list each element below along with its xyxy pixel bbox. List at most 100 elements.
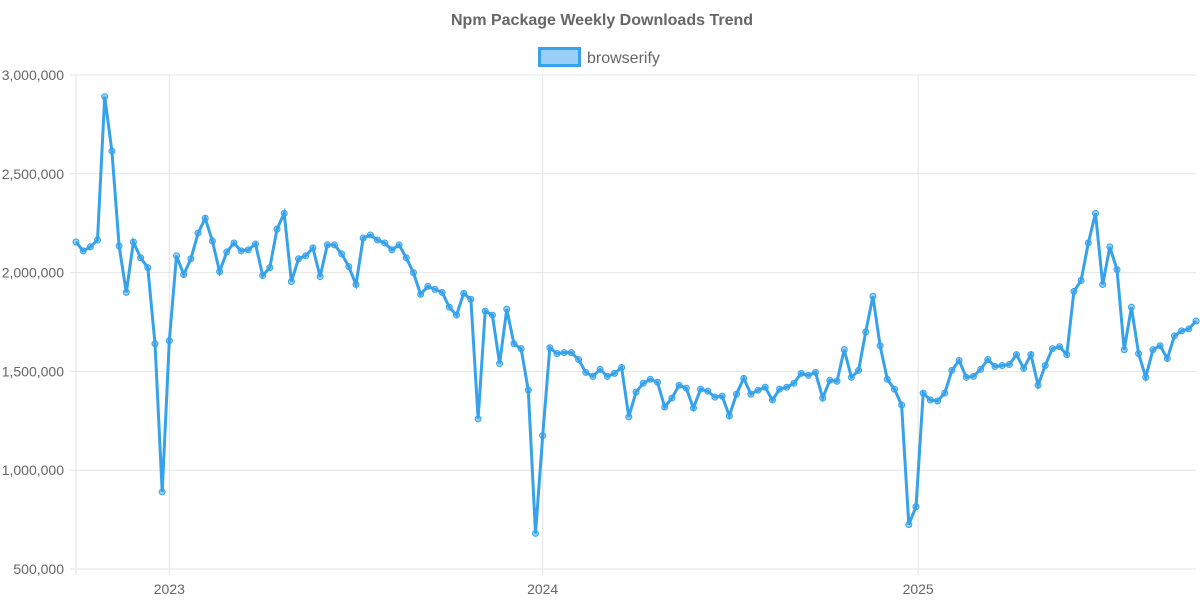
- data-point[interactable]: [1135, 350, 1143, 358]
- data-point[interactable]: [876, 342, 884, 350]
- data-point[interactable]: [230, 239, 238, 247]
- data-point[interactable]: [1084, 239, 1092, 247]
- data-point[interactable]: [654, 378, 662, 386]
- data-point[interactable]: [359, 234, 367, 242]
- data-point[interactable]: [424, 282, 432, 290]
- data-point[interactable]: [151, 340, 159, 348]
- data-point[interactable]: [1048, 345, 1056, 353]
- data-point[interactable]: [926, 396, 934, 404]
- data-point[interactable]: [711, 393, 719, 401]
- data-point[interactable]: [187, 255, 195, 263]
- data-point[interactable]: [804, 371, 812, 379]
- data-point[interactable]: [223, 248, 231, 256]
- data-point[interactable]: [704, 387, 712, 395]
- data-point[interactable]: [1063, 351, 1071, 359]
- data-point[interactable]: [984, 356, 992, 364]
- data-point[interactable]: [754, 386, 762, 394]
- data-point[interactable]: [761, 383, 769, 391]
- data-point[interactable]: [733, 390, 741, 398]
- legend[interactable]: browserify: [538, 47, 660, 68]
- data-point[interactable]: [747, 390, 755, 398]
- data-point[interactable]: [840, 346, 848, 354]
- data-point[interactable]: [962, 373, 970, 381]
- data-point[interactable]: [1142, 373, 1150, 381]
- data-point[interactable]: [144, 264, 152, 272]
- data-point[interactable]: [409, 269, 417, 277]
- data-point[interactable]: [998, 361, 1006, 369]
- data-point[interactable]: [302, 252, 310, 260]
- data-point[interactable]: [237, 247, 245, 255]
- data-point[interactable]: [108, 147, 116, 155]
- data-point[interactable]: [330, 241, 338, 249]
- data-point[interactable]: [173, 252, 181, 260]
- data-point[interactable]: [919, 389, 927, 397]
- data-point[interactable]: [790, 379, 798, 387]
- data-point[interactable]: [625, 413, 633, 421]
- data-point[interactable]: [323, 241, 331, 249]
- data-point[interactable]: [826, 376, 834, 384]
- data-point[interactable]: [682, 384, 690, 392]
- data-point[interactable]: [1149, 346, 1157, 354]
- data-point[interactable]: [1020, 364, 1028, 372]
- data-point[interactable]: [531, 529, 539, 537]
- data-point[interactable]: [546, 344, 554, 352]
- data-point[interactable]: [869, 292, 877, 300]
- data-point[interactable]: [862, 328, 870, 336]
- data-point[interactable]: [1178, 327, 1186, 335]
- data-point[interactable]: [977, 365, 985, 373]
- data-point[interactable]: [381, 239, 389, 247]
- data-point[interactable]: [1127, 303, 1135, 311]
- data-point[interactable]: [589, 372, 597, 380]
- data-point[interactable]: [567, 349, 575, 357]
- data-point[interactable]: [797, 369, 805, 377]
- data-point[interactable]: [158, 488, 166, 496]
- data-point[interactable]: [460, 289, 468, 297]
- data-point[interactable]: [1170, 332, 1178, 340]
- data-point[interactable]: [316, 273, 324, 281]
- data-point[interactable]: [1005, 360, 1013, 368]
- data-point[interactable]: [388, 246, 396, 254]
- data-point[interactable]: [697, 385, 705, 393]
- data-point[interactable]: [668, 394, 676, 402]
- data-point[interactable]: [811, 368, 819, 376]
- data-point[interactable]: [1091, 209, 1099, 217]
- data-point[interactable]: [86, 243, 94, 251]
- data-point[interactable]: [819, 394, 827, 402]
- data-point[interactable]: [582, 368, 590, 376]
- data-point[interactable]: [438, 288, 446, 296]
- data-point[interactable]: [1156, 342, 1164, 350]
- data-point[interactable]: [934, 397, 942, 405]
- data-point[interactable]: [898, 401, 906, 409]
- data-point[interactable]: [287, 277, 295, 285]
- data-point[interactable]: [783, 383, 791, 391]
- data-point[interactable]: [1034, 381, 1042, 389]
- data-point[interactable]: [510, 340, 518, 348]
- data-point[interactable]: [338, 250, 346, 258]
- data-point[interactable]: [165, 337, 173, 345]
- data-point[interactable]: [1120, 346, 1128, 354]
- data-point[interactable]: [517, 345, 525, 353]
- data-point[interactable]: [661, 403, 669, 411]
- data-point[interactable]: [503, 305, 511, 313]
- data-point[interactable]: [675, 381, 683, 389]
- data-point[interactable]: [618, 363, 626, 371]
- data-point[interactable]: [1106, 243, 1114, 251]
- data-point[interactable]: [768, 396, 776, 404]
- data-point[interactable]: [129, 238, 137, 246]
- data-point[interactable]: [180, 271, 188, 279]
- data-point[interactable]: [689, 404, 697, 412]
- data-point[interactable]: [948, 366, 956, 374]
- data-point[interactable]: [1099, 280, 1107, 288]
- data-point[interactable]: [244, 246, 252, 254]
- data-point[interactable]: [1192, 317, 1200, 325]
- data-point[interactable]: [847, 373, 855, 381]
- data-point[interactable]: [395, 241, 403, 249]
- data-point[interactable]: [1056, 343, 1064, 351]
- data-point[interactable]: [481, 307, 489, 315]
- data-point[interactable]: [603, 372, 611, 380]
- data-point[interactable]: [374, 236, 382, 244]
- data-point[interactable]: [216, 268, 224, 276]
- data-point[interactable]: [201, 214, 209, 222]
- data-point[interactable]: [251, 240, 259, 248]
- data-point[interactable]: [259, 272, 267, 280]
